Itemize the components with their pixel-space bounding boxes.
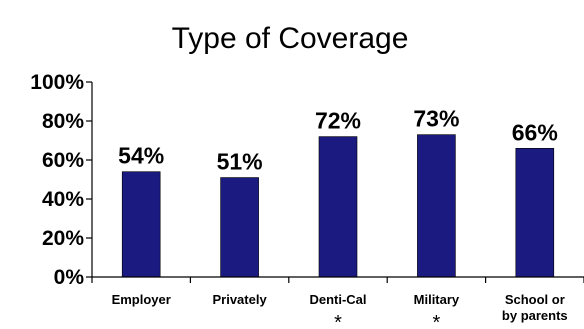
y-tick-label: 80%: [42, 110, 84, 133]
footnote-asterisk: *: [334, 312, 342, 329]
x-tick-label: Military: [414, 292, 460, 307]
bar: [121, 171, 161, 278]
footnote-asterisk: *: [433, 312, 441, 329]
data-label: 66%: [512, 119, 558, 145]
x-tick-label: Privately: [212, 292, 267, 307]
x-tick-label: Employer: [112, 292, 171, 307]
y-tick-label: 20%: [42, 227, 84, 250]
y-tick-label: 60%: [42, 149, 84, 172]
bar: [220, 177, 259, 278]
bar: [515, 148, 555, 278]
data-label: 51%: [217, 149, 263, 175]
chart-title: Type of Coverage: [172, 22, 409, 55]
y-tick-label: 100%: [30, 71, 84, 94]
data-label: 54%: [118, 143, 164, 169]
x-tick-label: by parents: [502, 308, 568, 323]
bars: 54% 51% 72% 73% 66%: [118, 106, 558, 278]
data-label: 73%: [413, 106, 459, 132]
x-tick-label: Denti-Cal: [309, 292, 366, 307]
bar: [318, 136, 358, 278]
y-tick-label: 40%: [42, 188, 84, 211]
x-tick-label: School or: [505, 292, 565, 307]
data-label: 72%: [315, 108, 361, 134]
y-axis: 0% 20% 40% 60% 80% 100%: [30, 71, 93, 289]
bar: [417, 134, 456, 278]
x-axis: Employer Privately Denti-Cal * Military * Scho…: [91, 276, 584, 329]
y-tick-label: 0%: [54, 266, 85, 289]
